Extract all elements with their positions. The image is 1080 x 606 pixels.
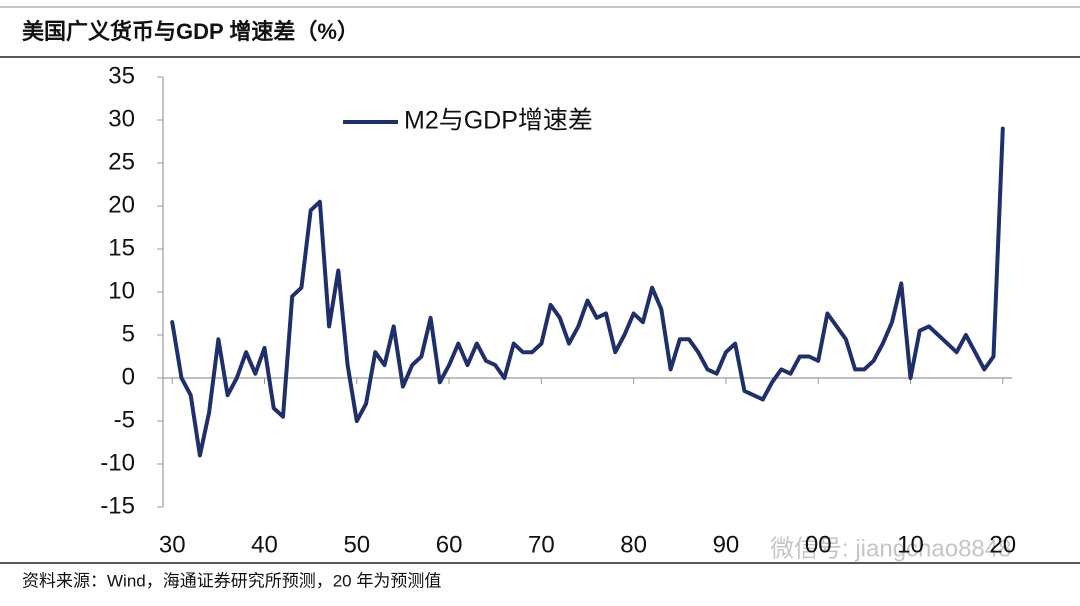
x-tick-label: 30 <box>159 531 186 558</box>
x-tick-label: 00 <box>805 531 832 558</box>
x-tick-label: 40 <box>251 531 278 558</box>
x-tick-label: 70 <box>528 531 555 558</box>
x-tick-label: 10 <box>897 531 924 558</box>
y-tick-label: 35 <box>108 62 135 89</box>
chart-title: 美国广义货币与GDP 增速差（%） <box>22 19 359 44</box>
y-tick-label: 25 <box>108 148 135 175</box>
y-tick-label: -15 <box>100 492 135 519</box>
y-tick-label: 20 <box>108 191 135 218</box>
data-line <box>170 126 1005 458</box>
y-tick-label: 0 <box>122 363 135 390</box>
y-tick-label: -5 <box>114 406 135 433</box>
y-tick-label: -10 <box>100 449 135 476</box>
legend-label: M2与GDP增速差 <box>404 107 593 135</box>
x-tick-label: 80 <box>620 531 647 558</box>
x-tick-label: 90 <box>713 531 740 558</box>
x-tick-label: 50 <box>343 531 370 558</box>
source-note: 资料来源：Wind，海通证券研究所预测，20 年为预测值 <box>22 571 441 590</box>
y-tick-label: 10 <box>108 277 135 304</box>
watermark: 微信号: jiangchao8848 <box>770 535 1011 562</box>
x-tick-label: 60 <box>436 531 463 558</box>
x-tick-label: 20 <box>989 531 1016 558</box>
y-tick-label: 15 <box>108 234 135 261</box>
y-tick-label: 5 <box>122 320 135 347</box>
y-tick-label: 30 <box>108 105 135 132</box>
